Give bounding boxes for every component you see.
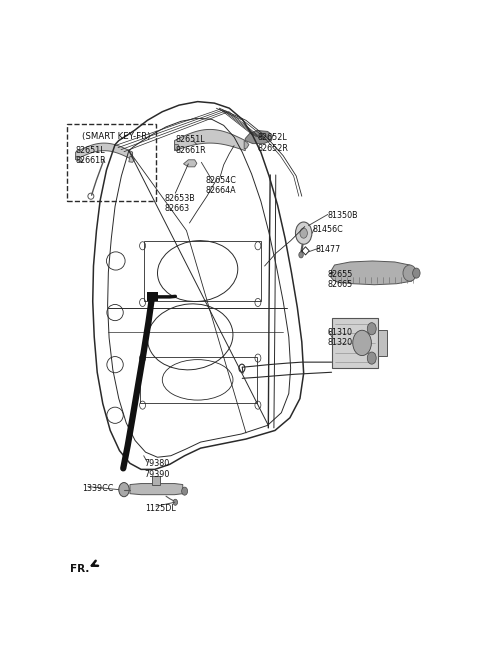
Polygon shape <box>183 160 197 167</box>
Text: 79380
79390: 79380 79390 <box>145 459 170 479</box>
Text: 82651L
82661R: 82651L 82661R <box>76 146 106 165</box>
Polygon shape <box>76 143 132 160</box>
Text: 82651L
82661R: 82651L 82661R <box>175 135 206 155</box>
Text: 82655
82665: 82655 82665 <box>327 270 352 290</box>
Polygon shape <box>244 141 249 148</box>
Text: 82653B
82663: 82653B 82663 <box>164 194 195 213</box>
Text: 1339CC: 1339CC <box>83 484 114 493</box>
Ellipse shape <box>299 252 303 258</box>
Ellipse shape <box>367 352 376 364</box>
Polygon shape <box>129 156 134 162</box>
Text: 82654C
82664A: 82654C 82664A <box>205 176 236 195</box>
Ellipse shape <box>173 499 178 505</box>
Polygon shape <box>130 484 183 495</box>
Text: (SMART KEY-FR): (SMART KEY-FR) <box>83 132 151 141</box>
Polygon shape <box>331 261 417 284</box>
Ellipse shape <box>353 330 372 355</box>
Ellipse shape <box>403 265 416 281</box>
Ellipse shape <box>413 268 420 278</box>
Text: 81477: 81477 <box>316 245 341 254</box>
Polygon shape <box>175 145 180 150</box>
Text: 81350B: 81350B <box>327 212 358 220</box>
Polygon shape <box>378 330 387 355</box>
Text: 82652L
82652R: 82652L 82652R <box>257 133 288 153</box>
Ellipse shape <box>181 487 188 495</box>
Polygon shape <box>175 129 245 150</box>
Text: 81456C: 81456C <box>313 225 344 233</box>
Text: 1125DL: 1125DL <box>145 504 176 512</box>
Ellipse shape <box>367 323 376 335</box>
Text: 81310
81320: 81310 81320 <box>327 328 352 347</box>
Polygon shape <box>245 131 273 144</box>
Ellipse shape <box>119 482 129 497</box>
Polygon shape <box>147 292 158 302</box>
Text: FR.: FR. <box>71 564 90 574</box>
Ellipse shape <box>296 222 312 244</box>
Ellipse shape <box>300 228 307 238</box>
Polygon shape <box>332 317 378 368</box>
Polygon shape <box>152 476 160 485</box>
Polygon shape <box>76 156 83 162</box>
